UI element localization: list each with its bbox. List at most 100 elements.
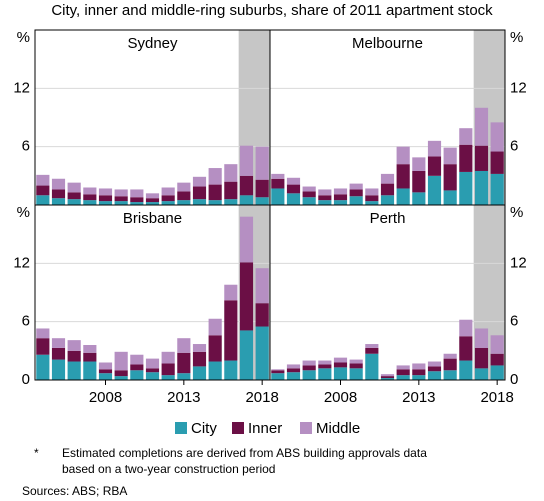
bar-segment xyxy=(443,164,457,191)
panel-frame xyxy=(269,204,506,381)
bar-segment xyxy=(412,170,426,193)
y-tick-label: 12 xyxy=(13,79,30,96)
bar-segment xyxy=(255,179,269,198)
bar-segment xyxy=(459,319,473,337)
bar-segment xyxy=(83,345,97,353)
bar-segment xyxy=(255,146,269,180)
bar-segment xyxy=(177,352,191,374)
bar-segment xyxy=(286,372,301,380)
bar-segment xyxy=(380,183,395,196)
bar-segment xyxy=(161,363,175,376)
bar-segment xyxy=(224,164,238,182)
bar-segment xyxy=(67,361,81,380)
bar-segment xyxy=(145,202,160,205)
bar-segment xyxy=(318,189,332,196)
bar-segment xyxy=(208,184,222,201)
bar-segment xyxy=(302,370,316,380)
bar-segment xyxy=(130,189,144,198)
bar-segment xyxy=(36,328,50,339)
y-unit: % xyxy=(510,204,523,221)
y-unit: % xyxy=(510,29,523,46)
panel-title: Perth xyxy=(370,210,406,227)
y-tick-label: 12 xyxy=(13,254,30,271)
legend-label: Inner xyxy=(248,420,282,437)
bar-segment xyxy=(349,196,363,205)
bar-segment xyxy=(302,197,316,205)
panel-title: Melbourne xyxy=(352,35,423,52)
bar-segment xyxy=(161,375,175,380)
bar-segment xyxy=(83,200,97,205)
bar-segment xyxy=(443,190,457,205)
bar-segment xyxy=(427,140,442,157)
bar-segment xyxy=(365,188,379,196)
bar-segment xyxy=(98,195,113,202)
bar-segment xyxy=(67,340,81,351)
bar-segment xyxy=(239,330,254,380)
bar-segment xyxy=(380,374,395,377)
bar-segment xyxy=(239,216,254,263)
bar-segment xyxy=(255,268,269,304)
panel-title: Sydney xyxy=(127,35,178,52)
bar-segment xyxy=(145,368,160,373)
bar-segment xyxy=(474,368,489,380)
bar-segment xyxy=(114,370,128,377)
bar-segment xyxy=(427,175,442,205)
bar-segment xyxy=(333,362,348,368)
bar-segment xyxy=(130,354,144,365)
bar-segment xyxy=(98,369,113,374)
y-tick-label: 12 xyxy=(510,254,527,271)
bar-segment xyxy=(51,198,66,205)
bar-segment xyxy=(412,369,426,376)
bar-segment xyxy=(443,370,457,380)
bar-segment xyxy=(427,156,442,176)
bar-segment xyxy=(114,201,128,205)
bar-segment xyxy=(286,184,301,194)
bar-segment xyxy=(396,188,410,205)
bar-segment xyxy=(459,336,473,361)
bar-segment xyxy=(239,145,254,176)
bar-segment xyxy=(83,194,97,201)
bar-segment xyxy=(224,360,238,380)
bar-segment xyxy=(490,335,504,354)
bar-segment xyxy=(333,367,348,380)
bar-segment xyxy=(474,107,489,146)
bar-segment xyxy=(192,351,207,367)
bar-segment xyxy=(224,284,238,301)
bar-segment xyxy=(161,351,175,364)
bar-segment xyxy=(427,371,442,380)
bar-segment xyxy=(145,372,160,380)
bar-segment xyxy=(83,352,97,362)
bar-segment xyxy=(130,202,144,205)
bar-segment xyxy=(474,328,489,348)
bar-segment xyxy=(51,338,66,348)
bar-segment xyxy=(365,195,379,202)
bar-segment xyxy=(255,303,269,327)
bar-segment xyxy=(459,144,473,172)
bar-segment xyxy=(192,344,207,352)
x-tick-label: 2018 xyxy=(480,389,513,406)
bar-segment xyxy=(302,191,316,198)
bar-segment xyxy=(349,189,363,197)
bar-segment xyxy=(286,368,301,373)
bar-segment xyxy=(459,360,473,380)
y-tick-label: 0 xyxy=(22,371,30,388)
bar-segment xyxy=(255,326,269,380)
bar-segment xyxy=(208,335,222,362)
bar-segment xyxy=(349,359,363,364)
bar-segment xyxy=(271,188,285,205)
bar-segment xyxy=(224,181,238,200)
legend-label: Middle xyxy=(316,420,360,437)
bar-segment xyxy=(51,359,66,380)
bar-segment xyxy=(349,363,363,369)
bar-segment xyxy=(98,201,113,205)
bar-segment xyxy=(271,370,285,374)
bar-segment xyxy=(271,369,285,371)
subtitle: City, inner and middle-ring suburbs, sha… xyxy=(51,2,493,19)
bar-segment xyxy=(302,365,316,371)
y-tick-label: 6 xyxy=(22,138,30,155)
bar-segment xyxy=(459,128,473,145)
bar-segment xyxy=(443,358,457,371)
x-tick-label: 2008 xyxy=(89,389,122,406)
bar-segment xyxy=(98,362,113,370)
